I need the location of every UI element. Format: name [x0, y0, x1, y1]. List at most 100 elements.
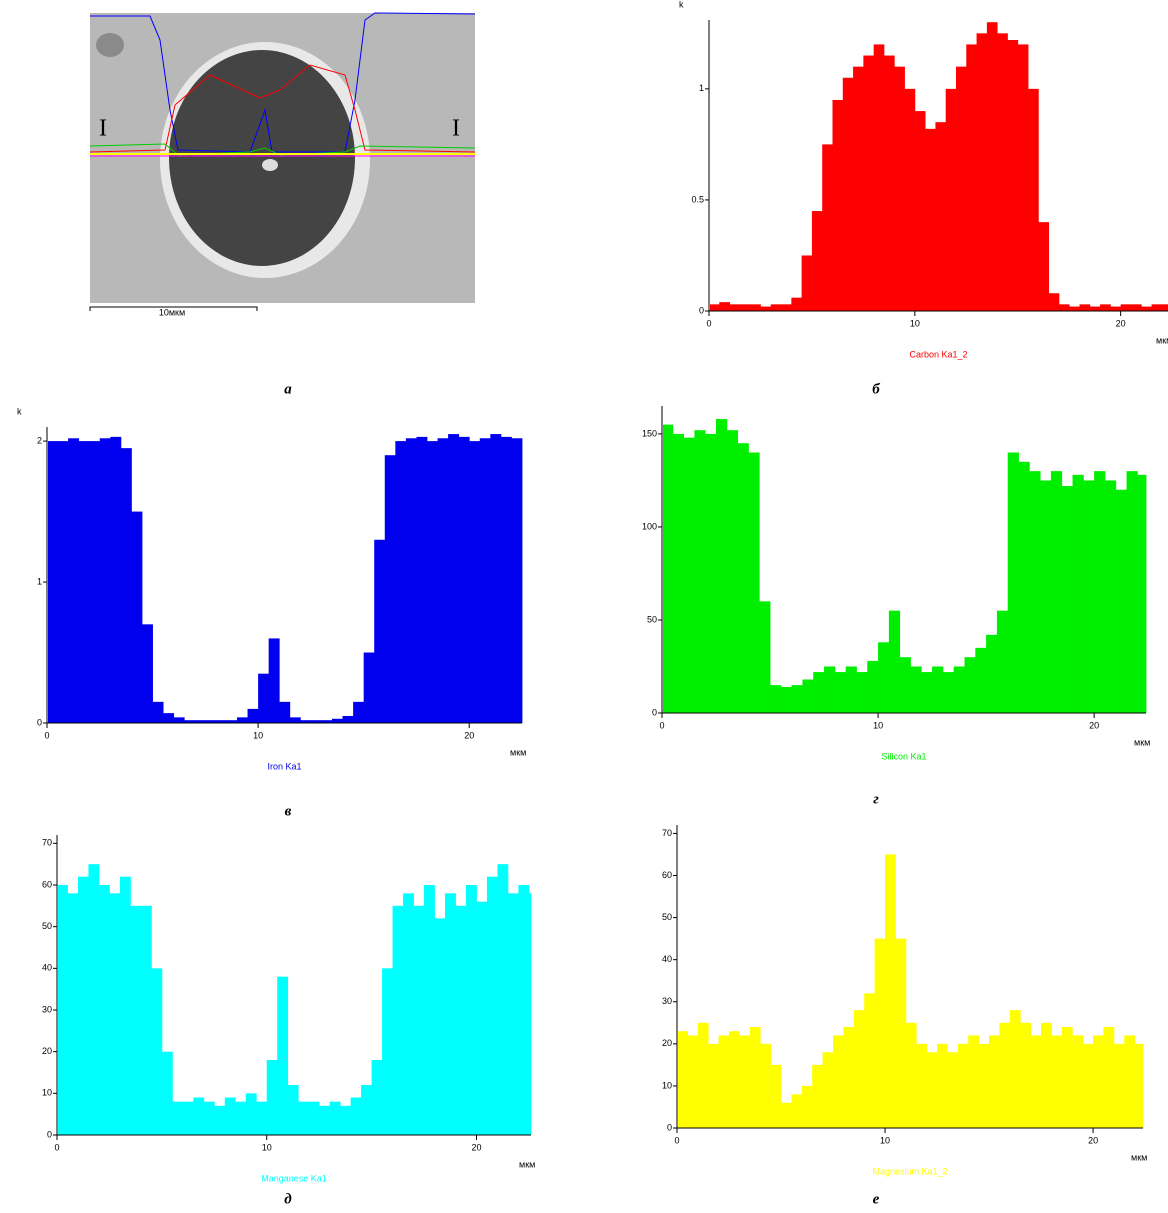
profile-bar: [1058, 304, 1070, 311]
profile-bar: [332, 718, 343, 723]
profile-bar: [448, 434, 460, 723]
profile-bar: [705, 433, 717, 713]
panel-caption: г: [873, 791, 879, 807]
profile-bar: [1009, 1010, 1021, 1128]
profile-bar: [497, 864, 509, 1135]
profile-bar: [308, 1101, 320, 1135]
profile-bar: [445, 893, 456, 1135]
profile-bar: [737, 443, 749, 713]
profile-bar: [904, 88, 916, 311]
y-tick-label: 50: [42, 921, 52, 931]
x-unit-label: мкм: [1134, 737, 1150, 747]
scale-bar: [89, 306, 258, 311]
x-unit-label: мкм: [519, 1159, 535, 1169]
profile-bar: [813, 672, 825, 713]
profile-bar: [760, 306, 772, 311]
profile-bar: [1089, 306, 1101, 311]
profile-bar: [1115, 489, 1127, 713]
profile-bar: [140, 905, 152, 1135]
profile-bar: [427, 441, 438, 723]
profile-bar: [687, 1035, 699, 1128]
particle: [169, 50, 355, 266]
profile-bar: [371, 1060, 383, 1135]
x-tick-label: 20: [1088, 1135, 1098, 1145]
x-tick-label: 10: [910, 318, 920, 328]
profile-bar: [268, 638, 280, 723]
profile-bar: [1007, 452, 1019, 713]
profile-bar: [353, 701, 365, 723]
line-marker: I: [99, 116, 107, 142]
x-tick-label: 20: [471, 1142, 481, 1152]
profile-bar: [1072, 1035, 1084, 1128]
profile-bar: [120, 448, 132, 723]
profile-bar: [384, 455, 396, 723]
chart: 0 10 20 30 40 50 60 70 0 10 20 мкм Magnesium Ka1_2 е: [662, 825, 1147, 1207]
profile-bar: [77, 876, 89, 1135]
profile-bar: [287, 1085, 299, 1135]
profile-bar: [863, 55, 875, 311]
chart: 00.5101020kмкмCarbon Ka1_2б: [679, 0, 1168, 397]
profile-bar: [173, 717, 185, 723]
y-unit-label: k: [17, 406, 22, 416]
profile-bar: [718, 1035, 730, 1128]
profile-bar: [683, 437, 695, 713]
profile-bar: [1124, 1035, 1136, 1128]
profile-bar: [1161, 304, 1168, 311]
profile-bar: [434, 918, 446, 1135]
profile-bar: [1029, 471, 1041, 713]
y-tick-label: 70: [42, 838, 52, 848]
profile-bar: [203, 1101, 215, 1135]
profile-bar: [235, 1101, 247, 1135]
y-tick-label: 20: [42, 1046, 52, 1056]
profile-bar: [999, 1022, 1011, 1128]
profile-bar: [1041, 1022, 1052, 1128]
profile-bar: [947, 1052, 959, 1128]
profile-bar: [759, 601, 771, 713]
profile-bar: [791, 297, 803, 311]
profile-bar: [1050, 471, 1063, 713]
profile-bar: [437, 438, 449, 723]
profile-bar: [1051, 1035, 1063, 1128]
profile-bar: [937, 1043, 948, 1128]
profile-bar: [729, 1031, 740, 1128]
profile-bar: [490, 434, 502, 723]
series-label: Carbon Ka1_2: [909, 349, 967, 359]
profile-bar: [791, 685, 803, 713]
profile-bar: [161, 1051, 173, 1135]
panel-caption: а: [284, 381, 292, 397]
profile-bar: [1130, 304, 1142, 311]
profile-bar: [1113, 1043, 1125, 1128]
profile-bar: [424, 885, 435, 1135]
profile-bar: [1072, 474, 1084, 713]
image-speck: [96, 33, 124, 57]
profile-bar: [465, 885, 477, 1135]
profile-bar: [321, 720, 333, 723]
y-tick-label: 10: [662, 1080, 672, 1090]
x-tick-label: 0: [706, 318, 711, 328]
profile-bar: [1110, 306, 1122, 311]
profile-bar: [152, 701, 164, 723]
profile-bar: [151, 968, 163, 1135]
profile-bar: [342, 715, 354, 723]
y-tick-label: 30: [662, 996, 672, 1006]
profile-bar: [1083, 480, 1095, 713]
y-tick-label: 2: [37, 435, 42, 445]
profile-bar: [1141, 306, 1152, 311]
profile-bar: [678, 1031, 688, 1128]
profile-bar: [392, 905, 404, 1135]
profile-bar: [856, 672, 868, 713]
profile-bar: [1069, 306, 1080, 311]
x-tick-label: 0: [44, 730, 49, 740]
y-tick-label: 0: [37, 717, 42, 727]
profile-bar: [298, 1101, 310, 1135]
profile-bar: [214, 1105, 226, 1135]
profile-bar: [58, 885, 68, 1135]
profile-bar: [925, 128, 936, 311]
x-unit-label: мкм: [510, 747, 526, 757]
profile-bar: [67, 893, 79, 1135]
profile-bar: [873, 44, 885, 311]
profile-bar: [256, 1101, 268, 1135]
profile-bar: [1018, 461, 1030, 713]
profile-bar: [194, 720, 206, 723]
